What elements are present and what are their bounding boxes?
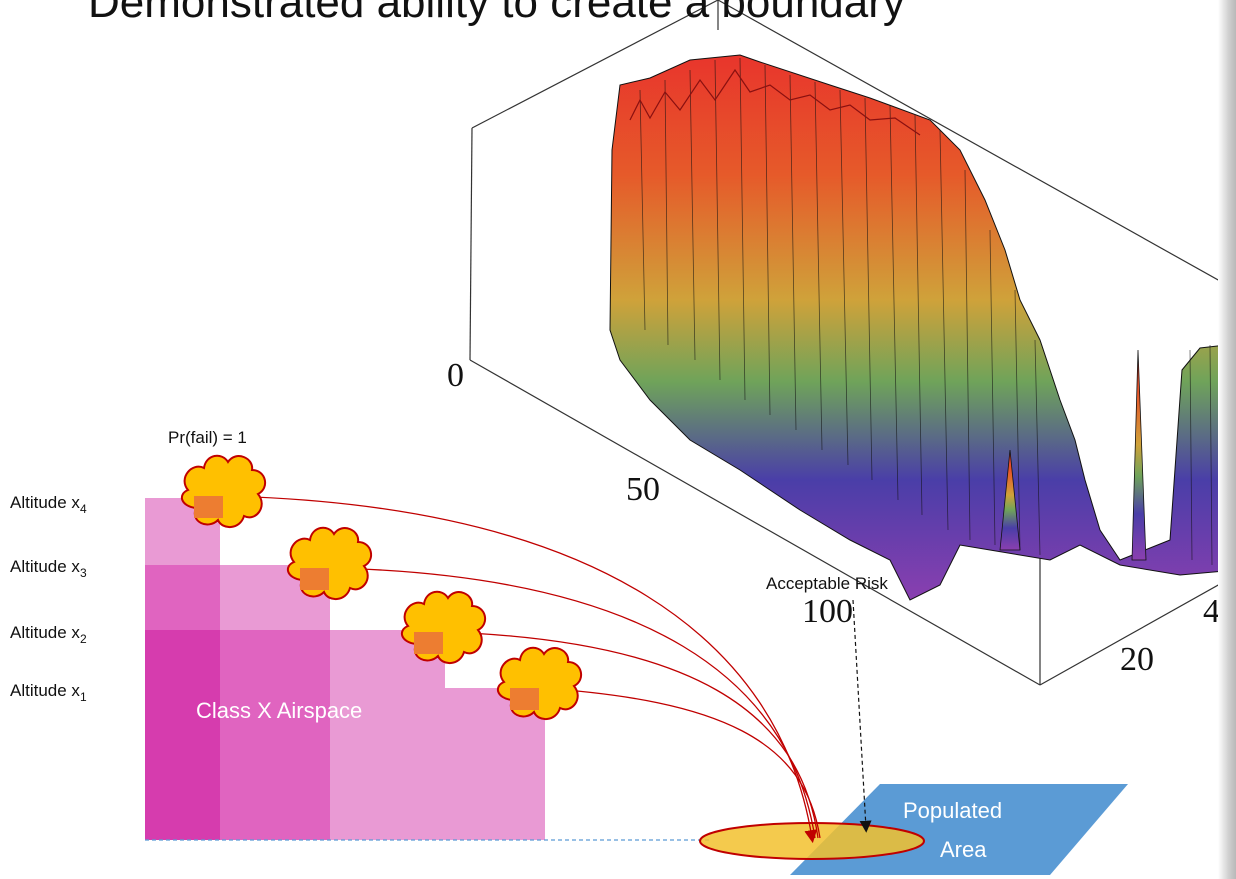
tick-label: 100: [802, 593, 853, 630]
pr-fail-label: Pr(fail) = 1: [168, 428, 247, 447]
failure-trajectories: [223, 495, 821, 844]
altitude-label-3: Altitude x3: [10, 557, 87, 580]
surface-spike: [1131, 349, 1147, 561]
altitude-label-2: Altitude x2: [10, 623, 87, 646]
risk-surface: [609, 54, 1236, 601]
failure-cloud-icon: [400, 590, 487, 664]
slide-title: Demonstrated ability to create a boundar…: [88, 0, 905, 27]
failure-cloud-icon: [496, 646, 583, 720]
acceptable-risk-arrow: [852, 599, 872, 833]
tick-label: 50: [626, 471, 660, 508]
altitude-label-4: Altitude x4: [10, 493, 87, 516]
airspace-blocks: [145, 498, 545, 840]
surface-ridges: [639, 57, 1213, 566]
failure-cloud-icon: [286, 526, 373, 600]
failure-cloud-icon: [180, 454, 267, 528]
tick-label: 20: [1120, 641, 1154, 678]
impact-zone: [699, 822, 925, 860]
surface-peaks: [629, 68, 921, 136]
populated-area-label: Populated: [903, 798, 1002, 823]
slide-edge-shadow: [1218, 0, 1236, 879]
acceptable-risk-label: Acceptable Risk: [766, 574, 888, 593]
altitude-label-1: Altitude x1: [10, 681, 87, 704]
populated-area-label: Area: [940, 837, 987, 862]
tick-label: 0: [447, 357, 464, 394]
airspace-label: Class X Airspace: [196, 698, 362, 723]
surface-spike: [999, 449, 1021, 551]
